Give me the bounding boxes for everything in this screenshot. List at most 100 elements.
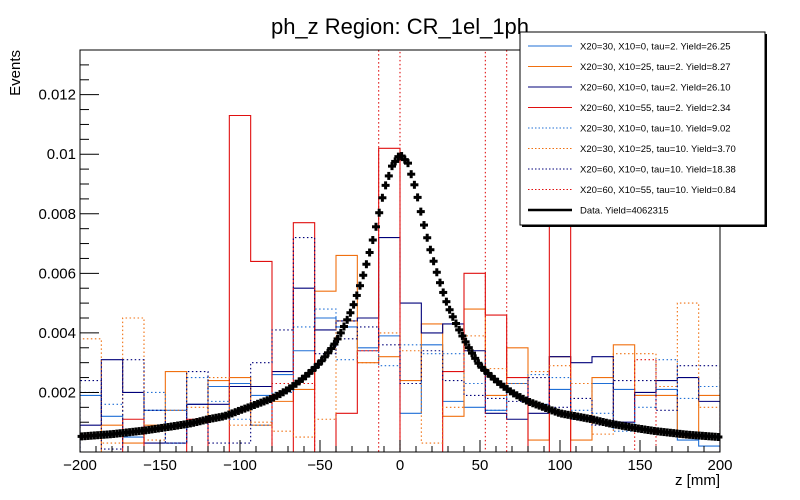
legend-entry: X20=30, X10=25, tau=10. Yield=3.70 — [580, 144, 736, 155]
data-point — [285, 384, 294, 393]
y-tick-label: 0.01 — [47, 146, 76, 163]
data-point — [448, 312, 457, 321]
data-point — [356, 281, 364, 290]
x-tick-label: 150 — [627, 457, 652, 474]
y-axis-title: Events — [7, 50, 24, 96]
data-point — [496, 380, 505, 389]
data-point — [288, 382, 297, 391]
data-point — [340, 322, 348, 331]
data-point — [413, 193, 422, 202]
data-point — [480, 366, 489, 375]
legend-entry: X20=60, X10=55, tau=2. Yield=2.34 — [580, 103, 731, 114]
axes-group: −200 −150 −100 −50 0 50 100 150 200 0.002 0.004 0.0… — [38, 64, 733, 474]
data-point — [461, 337, 470, 346]
data-point — [272, 391, 281, 400]
data-point — [317, 356, 326, 365]
data-point — [304, 369, 313, 378]
data-point — [333, 334, 342, 343]
legend-entry: X20=60, X10=0, tau=10. Yield=18.38 — [580, 165, 736, 176]
data-point — [279, 388, 288, 397]
legend-entry: Data. Yield=4062315 — [580, 206, 668, 217]
data-point — [362, 260, 371, 269]
x-axis-title: z [mm] — [675, 472, 720, 489]
y-tick-label: 0.006 — [38, 265, 76, 282]
data-point — [474, 359, 483, 368]
data-point — [381, 181, 390, 190]
data-point — [372, 222, 380, 231]
data-point — [487, 372, 496, 381]
data-point — [503, 385, 512, 394]
legend-entry: X20=30, X10=0, tau=2. Yield=26.25 — [580, 42, 731, 53]
data-point — [336, 328, 345, 337]
data-point — [308, 366, 316, 375]
data-points-group — [77, 152, 723, 441]
data-point — [375, 208, 384, 217]
data-point — [458, 331, 467, 340]
legend-entry: X20=30, X10=25, tau=2. Yield=8.27 — [580, 62, 731, 73]
y-tick-label: 0.002 — [38, 384, 76, 401]
data-point — [349, 300, 358, 309]
data-point — [404, 159, 412, 168]
data-point — [368, 236, 377, 245]
legend-entry: X20=30, X10=0, tau=10. Yield=9.02 — [580, 124, 731, 135]
data-point — [320, 352, 329, 361]
data-point — [509, 389, 518, 398]
data-point — [493, 377, 502, 386]
data-point — [423, 233, 432, 242]
legend-entry: X20=60, X10=55, tau=10. Yield=0.84 — [580, 185, 736, 196]
data-point — [512, 391, 521, 400]
data-point — [276, 390, 284, 399]
data-point — [410, 180, 419, 189]
data-point — [388, 162, 396, 171]
data-point — [292, 379, 300, 388]
data-point — [346, 308, 355, 317]
data-point — [429, 257, 438, 266]
data-point — [343, 315, 352, 324]
data-point — [384, 171, 393, 180]
x-tick-label: −100 — [223, 457, 257, 474]
y-tick-label: 0.012 — [38, 87, 76, 104]
data-point — [490, 375, 499, 384]
data-point — [298, 374, 307, 383]
y-tick-label: 0.008 — [38, 206, 76, 223]
data-point — [282, 386, 291, 395]
x-tick-label: −200 — [63, 457, 97, 474]
data-point — [471, 354, 480, 363]
data-point — [516, 393, 524, 402]
data-point — [436, 278, 444, 287]
data-point — [397, 152, 406, 161]
legend-entry: X20=60, X10=0, tau=2. Yield=26.10 — [580, 83, 731, 94]
data-point — [407, 170, 416, 179]
data-point — [432, 268, 441, 277]
data-point — [378, 193, 387, 202]
data-point — [314, 360, 323, 369]
x-tick-label: 200 — [707, 457, 732, 474]
data-point — [416, 207, 425, 216]
x-tick-label: −150 — [143, 457, 177, 474]
x-tick-label: 0 — [396, 457, 404, 474]
chart-title: ph_z Region: CR_1el_1ph — [270, 14, 530, 39]
x-tick-label: −50 — [307, 457, 332, 474]
data-point — [426, 245, 435, 254]
data-point — [352, 291, 361, 300]
data-point — [400, 155, 409, 164]
data-point — [365, 248, 374, 257]
data-point — [391, 157, 400, 166]
data-point — [301, 372, 310, 381]
data-point — [420, 221, 428, 230]
data-point — [500, 382, 508, 391]
data-point — [519, 394, 528, 403]
data-point — [295, 377, 304, 386]
data-point — [311, 363, 320, 372]
data-point — [477, 363, 486, 372]
legend: X20=30, X10=0, tau=2. Yield=26.25 X20=30,… — [519, 31, 767, 227]
x-tick-label: 50 — [472, 457, 489, 474]
data-point — [714, 432, 723, 441]
data-point — [324, 348, 332, 357]
x-tick-label: 100 — [547, 457, 572, 474]
data-point — [442, 297, 451, 306]
data-point — [439, 288, 448, 297]
data-point — [484, 369, 492, 378]
data-point — [452, 319, 460, 328]
